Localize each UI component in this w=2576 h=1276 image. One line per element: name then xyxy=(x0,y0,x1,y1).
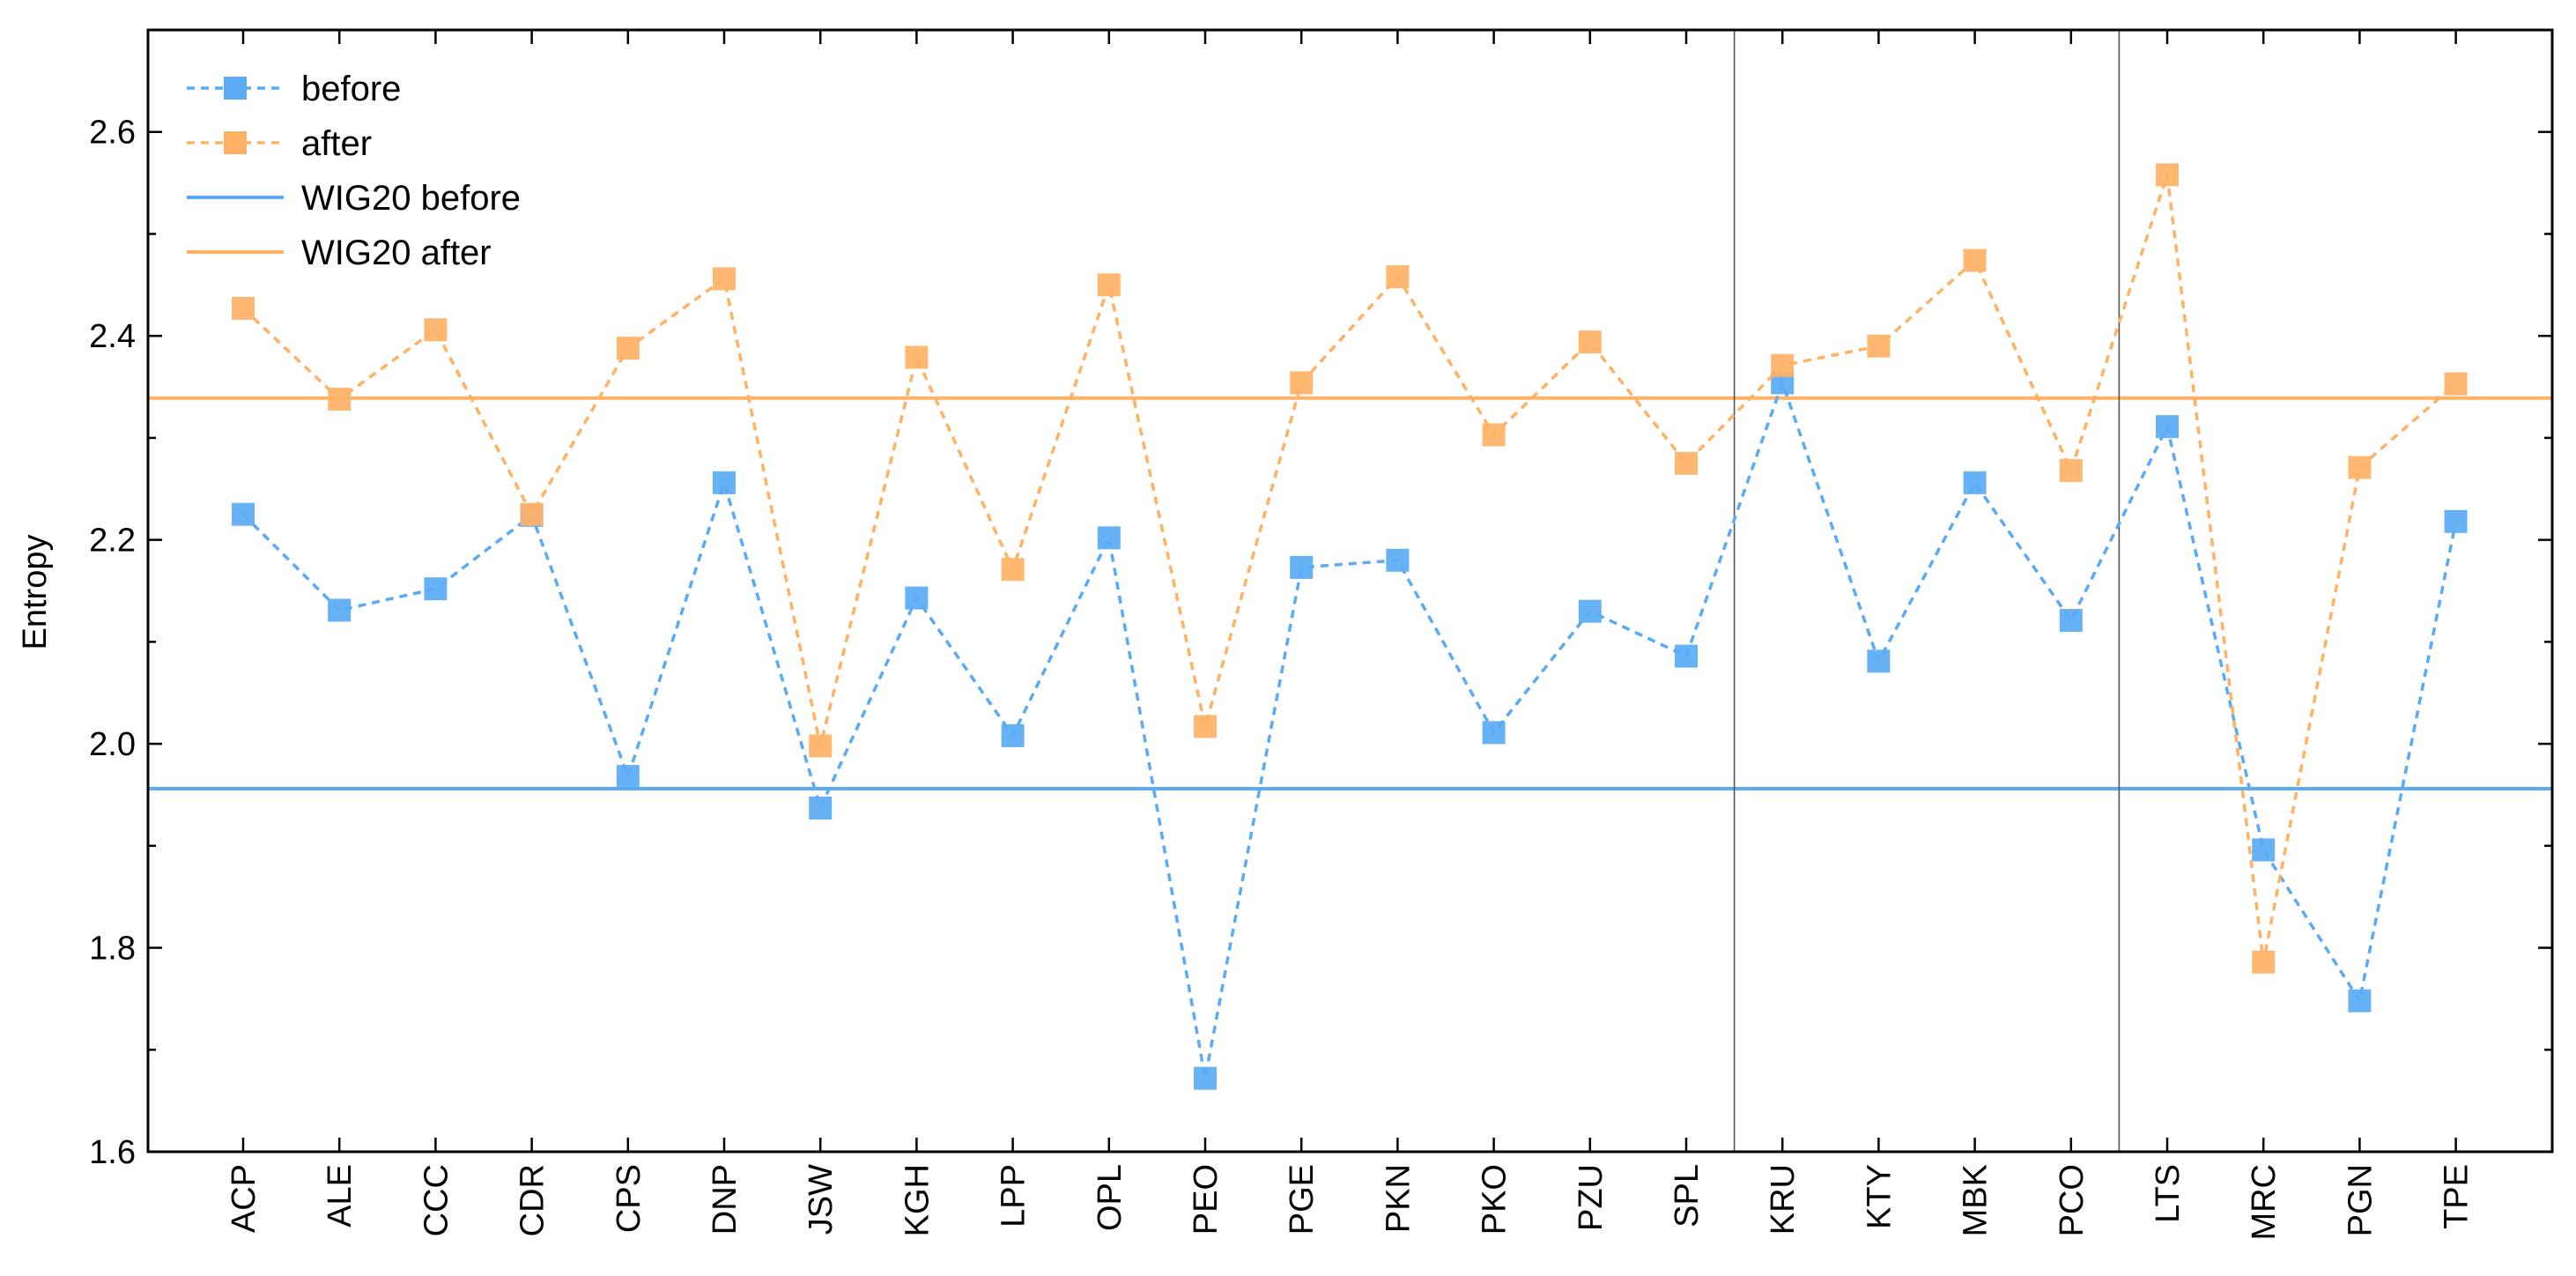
series-line xyxy=(241,378,2458,1079)
legend-entry: WIG20 after xyxy=(187,234,492,272)
data-point xyxy=(2348,456,2372,479)
data-point xyxy=(809,796,833,820)
data-point xyxy=(1675,644,1698,668)
data-point xyxy=(2444,509,2468,533)
data-point xyxy=(2156,163,2179,187)
data-point xyxy=(2348,989,2372,1013)
y-tick-label: 2.0 xyxy=(89,726,136,763)
x-tick-label: KGH xyxy=(899,1164,936,1236)
data-point xyxy=(1194,715,1217,738)
legend-label: before xyxy=(301,70,401,108)
data-point xyxy=(1578,599,1602,623)
data-point xyxy=(424,318,448,342)
x-tick-label: SPL xyxy=(1669,1164,1706,1228)
x-tick-label: CDR xyxy=(514,1164,551,1236)
legend-entry: WIG20 before xyxy=(187,179,521,218)
x-tick-label: PGE xyxy=(1284,1164,1321,1235)
x-tick-label: MBK xyxy=(1958,1164,1995,1236)
series-line xyxy=(241,174,2457,963)
data-point xyxy=(1290,371,1314,395)
data-point xyxy=(2252,950,2276,974)
data-point xyxy=(809,734,833,758)
data-point xyxy=(328,387,352,411)
x-tick-label: LTS xyxy=(2150,1164,2187,1223)
data-point xyxy=(905,586,929,610)
data-point xyxy=(1097,526,1121,550)
y-tick-label: 2.4 xyxy=(89,318,136,355)
y-axis-title: Entropy xyxy=(17,535,54,650)
group-separators xyxy=(1733,30,2121,1152)
data-point xyxy=(1867,649,1891,673)
x-tick-label: DNP xyxy=(707,1164,744,1235)
legend-label: WIG20 after xyxy=(301,234,492,272)
y-tick-label: 1.8 xyxy=(89,931,136,968)
data-point xyxy=(1290,555,1314,579)
y-tick-label: 2.6 xyxy=(89,115,136,152)
plot-frame xyxy=(146,28,2554,1154)
data-point xyxy=(1963,471,1987,494)
series-before xyxy=(232,371,2468,1090)
x-tick-label: ALE xyxy=(322,1164,359,1228)
data-point xyxy=(1482,423,1506,447)
data-point xyxy=(2156,415,2179,439)
data-point xyxy=(232,296,255,320)
data-point xyxy=(520,502,544,526)
x-tick-label: CPS xyxy=(611,1164,648,1233)
x-tick-label: KTY xyxy=(1861,1164,1898,1229)
legend-entry: after xyxy=(187,124,372,163)
data-point xyxy=(1963,249,1987,272)
data-point xyxy=(713,471,736,494)
data-point xyxy=(1386,548,1410,572)
data-point xyxy=(1675,451,1698,475)
legend: before after WIG20 before WIG20 after xyxy=(187,70,521,272)
data-point xyxy=(616,337,640,360)
y-tick-label: 1.6 xyxy=(89,1134,136,1171)
legend-entry: before xyxy=(187,70,401,108)
data-point xyxy=(905,345,929,369)
legend-swatch-marker xyxy=(224,77,247,100)
data-point xyxy=(2059,458,2083,482)
legend-label: WIG20 before xyxy=(301,179,521,218)
x-tick-label: MRC xyxy=(2246,1164,2283,1241)
data-point xyxy=(713,267,736,291)
x-tick-label: PCO xyxy=(2054,1164,2091,1236)
data-point xyxy=(2059,609,2083,633)
data-point xyxy=(1001,558,1025,582)
data-point xyxy=(232,502,255,526)
reference-lines xyxy=(148,396,2552,791)
data-point xyxy=(1482,721,1506,745)
data-point xyxy=(328,598,352,622)
x-tick-label: TPE xyxy=(2439,1164,2476,1229)
data-point xyxy=(1578,330,1602,354)
x-tick-label: PKO xyxy=(1477,1164,1514,1235)
data-point xyxy=(616,765,640,789)
data-point xyxy=(1867,334,1891,358)
data-point xyxy=(1771,353,1795,377)
data-point xyxy=(2252,838,2276,862)
series-layer xyxy=(232,163,2468,1090)
x-tick-label: CCC xyxy=(418,1164,455,1236)
x-tick-label: LPP xyxy=(996,1164,1033,1228)
x-tick-label: PEO xyxy=(1188,1164,1225,1235)
legend-label: after xyxy=(301,124,372,163)
x-tick-label: PKN xyxy=(1380,1164,1417,1233)
data-point xyxy=(2444,372,2468,396)
data-point xyxy=(1001,723,1025,747)
x-tick-label: PGN xyxy=(2342,1164,2379,1236)
data-point xyxy=(1097,273,1121,297)
axis-labels: 1.6 1.8 2.0 2.2 2.4 2.6 ACP ALE CCC CDR CPS DNP JSW K… xyxy=(89,115,2475,1241)
legend-swatch-marker xyxy=(224,131,247,154)
x-tick-label: OPL xyxy=(1092,1164,1129,1231)
data-point xyxy=(424,577,448,601)
x-tick-label: JSW xyxy=(803,1164,840,1235)
data-point xyxy=(1194,1066,1217,1090)
data-point xyxy=(1386,265,1410,289)
x-tick-label: ACP xyxy=(226,1164,263,1233)
x-tick-label: KRU xyxy=(1765,1164,1802,1235)
y-tick-label: 2.2 xyxy=(89,523,136,560)
series-after xyxy=(232,163,2468,974)
x-tick-label: PZU xyxy=(1573,1164,1610,1231)
